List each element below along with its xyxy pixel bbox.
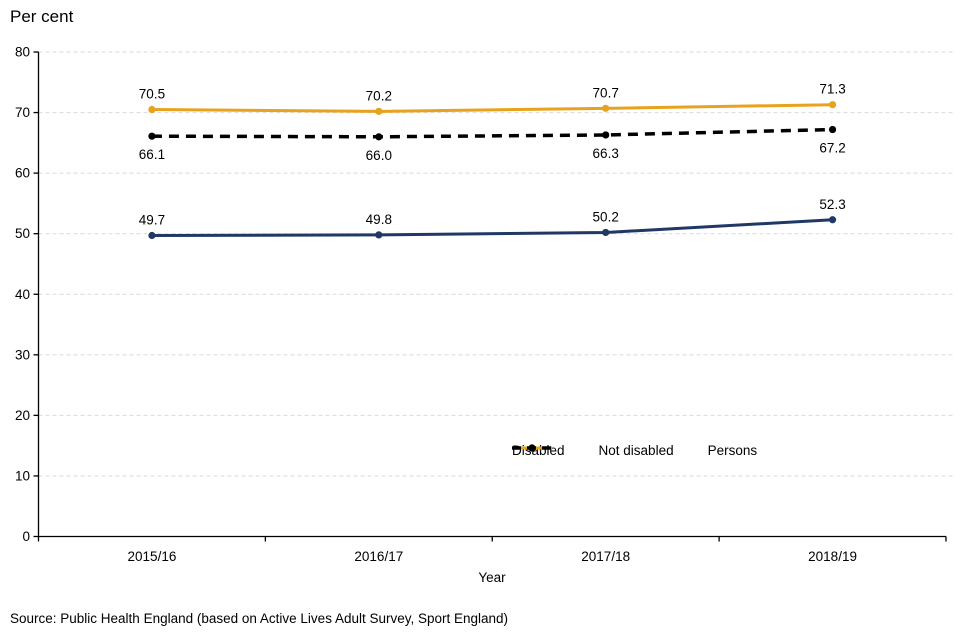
- data-point-persons: [148, 132, 156, 140]
- x-tick-label: 2015/16: [128, 549, 177, 564]
- data-label-persons: 66.3: [593, 146, 619, 161]
- y-tick-label: 80: [15, 45, 30, 60]
- y-tick-label: 40: [15, 287, 30, 302]
- data-label-persons: 66.1: [139, 147, 165, 162]
- x-tick-label: 2017/18: [581, 549, 630, 564]
- data-point-not-disabled: [602, 104, 610, 112]
- data-point-persons: [375, 133, 383, 141]
- source-note: Source: Public Health England (based on …: [10, 611, 509, 626]
- data-label-disabled: 52.3: [819, 197, 845, 212]
- legend-swatch-persons: [512, 444, 552, 452]
- legend-item-persons: Persons: [512, 443, 758, 458]
- data-label-disabled: 50.2: [593, 209, 619, 224]
- data-point-disabled: [375, 231, 383, 239]
- legend-label-persons: Persons: [707, 443, 758, 458]
- data-label-not-disabled: 70.2: [366, 88, 392, 103]
- legend-item-not-disabled: Not disabled: [512, 443, 674, 458]
- data-label-disabled: 49.7: [139, 213, 165, 228]
- data-point-disabled: [602, 228, 610, 237]
- data-point-not-disabled: [828, 101, 837, 109]
- x-tick-label: 2016/17: [354, 549, 403, 564]
- y-tick-label: 10: [15, 468, 30, 483]
- data-point-persons: [828, 125, 837, 134]
- y-tick-label: 50: [15, 226, 30, 241]
- data-label-disabled: 49.8: [366, 212, 392, 227]
- data-point-disabled: [148, 231, 156, 240]
- series-line-disabled: [151, 218, 833, 238]
- y-axis-unit-label: Per cent: [10, 7, 74, 26]
- legend-label-not-disabled: Not disabled: [598, 443, 674, 458]
- x-tick-label: 2018/19: [808, 549, 857, 564]
- data-label-persons: 67.2: [819, 141, 845, 156]
- data-label-not-disabled: 71.3: [819, 82, 845, 97]
- y-tick-label: 30: [15, 347, 30, 362]
- data-label-persons: 66.0: [366, 148, 392, 163]
- data-point-not-disabled: [148, 105, 156, 114]
- y-tick-label: 20: [15, 408, 30, 423]
- data-point-disabled: [828, 216, 837, 224]
- x-axis-title: Year: [478, 570, 506, 585]
- data-label-not-disabled: 70.7: [593, 85, 619, 100]
- legend: Disabled Not disabled Persons: [512, 443, 757, 458]
- y-tick-label: 60: [15, 166, 30, 181]
- y-tick-label: 70: [15, 105, 30, 120]
- data-point-not-disabled: [375, 107, 383, 115]
- series-line-not-disabled: [151, 103, 833, 113]
- data-label-not-disabled: 70.5: [139, 87, 165, 102]
- y-tick-label: 0: [22, 529, 30, 544]
- data-point-persons: [602, 131, 610, 139]
- series-line-persons: [151, 127, 833, 139]
- line-chart: 0 10 20 30 40 50 60 70 80 2015/16 2016/17 2017/18 20…: [15, 45, 954, 564]
